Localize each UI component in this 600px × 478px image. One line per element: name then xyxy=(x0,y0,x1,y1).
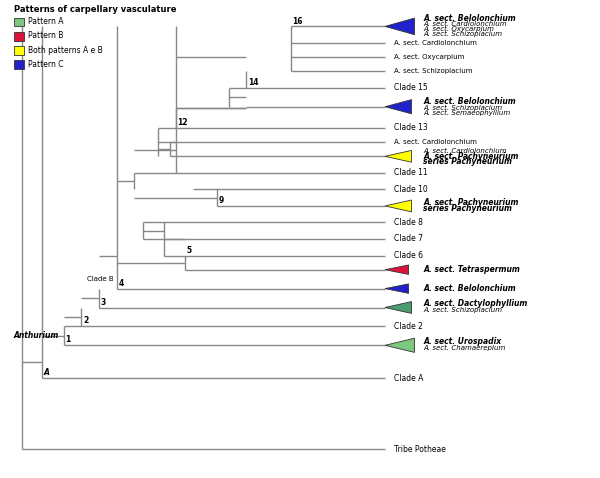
Polygon shape xyxy=(385,265,409,274)
Text: Clade 11: Clade 11 xyxy=(394,168,427,177)
Text: 5: 5 xyxy=(187,246,191,255)
Text: A. sect. Schizoplacium: A. sect. Schizoplacium xyxy=(424,32,502,37)
Bar xyxy=(14,46,24,55)
Text: 14: 14 xyxy=(248,78,259,87)
Polygon shape xyxy=(385,284,409,293)
Text: A. sect. Cardiolonchium: A. sect. Cardiolonchium xyxy=(394,40,477,46)
Text: A. sect. ​Pachyneurium: A. sect. ​Pachyneurium xyxy=(424,198,519,207)
Text: 2: 2 xyxy=(83,316,88,326)
Text: Clade 6: Clade 6 xyxy=(394,251,423,260)
Text: Pattern A: Pattern A xyxy=(28,17,64,26)
Text: Clade 15: Clade 15 xyxy=(394,83,428,92)
Text: 4: 4 xyxy=(119,279,124,288)
Text: A. sect. Schizoplacium: A. sect. Schizoplacium xyxy=(424,307,502,313)
Polygon shape xyxy=(385,200,412,212)
Text: Clade 7: Clade 7 xyxy=(394,235,423,243)
Text: Clade 13: Clade 13 xyxy=(394,123,428,132)
Text: series ​Pachyneurium: series ​Pachyneurium xyxy=(424,204,512,213)
Text: A. sect. Cardiolonchium: A. sect. Cardiolonchium xyxy=(394,139,477,145)
Text: 3: 3 xyxy=(101,298,106,306)
Polygon shape xyxy=(385,99,412,114)
Bar xyxy=(14,18,24,26)
Text: 12: 12 xyxy=(178,118,188,127)
Text: Clade A: Clade A xyxy=(394,374,423,383)
Text: Pattern C: Pattern C xyxy=(28,60,64,69)
Text: A. sect. ​Belolonchium: A. sect. ​Belolonchium xyxy=(424,14,516,23)
Text: Pattern B: Pattern B xyxy=(28,32,64,40)
Polygon shape xyxy=(385,338,415,352)
Text: series ​Pachyneurium: series ​Pachyneurium xyxy=(424,157,512,166)
Text: 9: 9 xyxy=(219,196,224,206)
Text: A. sect. Semaeophyllium: A. sect. Semaeophyllium xyxy=(424,110,511,116)
Text: A. sect. ​Belolonchium: A. sect. ​Belolonchium xyxy=(424,284,516,293)
Text: 16: 16 xyxy=(292,17,303,26)
Text: Patterns of carpellary vasculature: Patterns of carpellary vasculature xyxy=(14,5,176,14)
Text: A. sect. Oxycarpium: A. sect. Oxycarpium xyxy=(424,26,494,33)
Text: Clade B: Clade B xyxy=(87,276,114,282)
Text: A. sect. ​Belolonchium: A. sect. ​Belolonchium xyxy=(424,98,516,107)
Text: Clade 8: Clade 8 xyxy=(394,218,423,227)
Text: A. sect. Cardiolonchium: A. sect. Cardiolonchium xyxy=(424,21,507,27)
Text: A. sect. ​Tetraspermum: A. sect. ​Tetraspermum xyxy=(424,265,520,274)
Bar xyxy=(14,60,24,69)
Text: A. sect. ​Pachyneurium: A. sect. ​Pachyneurium xyxy=(424,152,519,161)
Text: A. sect. ​Urospadix: A. sect. ​Urospadix xyxy=(424,337,502,346)
Polygon shape xyxy=(385,151,412,162)
Text: A. sect. ​Dactylophyllium: A. sect. ​Dactylophyllium xyxy=(424,299,527,308)
Bar xyxy=(14,32,24,41)
Text: A: A xyxy=(44,369,50,378)
Text: Tribe Potheae: Tribe Potheae xyxy=(394,445,446,454)
Text: A. sect. Chamaerepium: A. sect. Chamaerepium xyxy=(424,345,506,351)
Text: A. sect. Oxycarpium: A. sect. Oxycarpium xyxy=(394,54,464,60)
Text: Both patterns A e B: Both patterns A e B xyxy=(28,45,103,54)
Polygon shape xyxy=(385,18,415,35)
Text: Anthurium: Anthurium xyxy=(14,331,59,340)
Text: A. sect. Schizoplacium: A. sect. Schizoplacium xyxy=(394,68,472,74)
Polygon shape xyxy=(385,302,412,314)
Text: A. sect. Cardiolonchium: A. sect. Cardiolonchium xyxy=(424,148,507,154)
Text: 1: 1 xyxy=(65,336,71,344)
Text: A. sect. Schizoplacium: A. sect. Schizoplacium xyxy=(424,105,502,111)
Text: Clade 10: Clade 10 xyxy=(394,185,428,194)
Text: Clade 2: Clade 2 xyxy=(394,322,423,331)
